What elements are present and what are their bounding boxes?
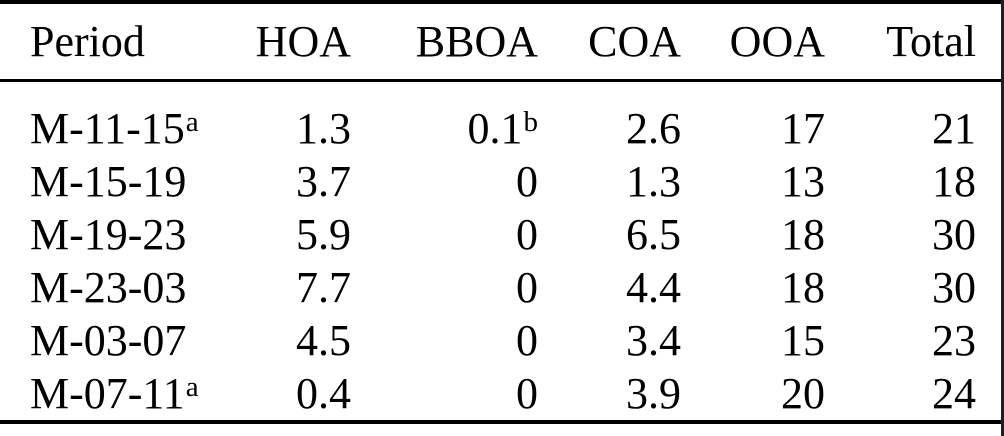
period-label: M-23-03 bbox=[30, 263, 187, 312]
column-header-bboa: BBOA bbox=[415, 17, 538, 66]
bboa-cell: 0.1b bbox=[351, 102, 538, 155]
footnote-marker: b bbox=[523, 105, 538, 138]
table-row: M-23-03 7.7 0 4.4 18 30 bbox=[30, 261, 976, 314]
period-cell: M-19-23 bbox=[30, 208, 245, 261]
bboa-cell: 0 bbox=[351, 155, 538, 208]
table-bottom-rule bbox=[0, 420, 1001, 424]
coa-cell: 1.3 bbox=[626, 157, 681, 206]
hoa-cell: 4.5 bbox=[296, 316, 351, 365]
bboa-value: 0 bbox=[516, 316, 538, 365]
hoa-cell: 7.7 bbox=[296, 263, 351, 312]
table-header-rule bbox=[0, 79, 1001, 82]
period-cell: M-11-15a bbox=[30, 102, 245, 155]
bboa-value: 0.1 bbox=[467, 104, 523, 153]
ooa-cell: 13 bbox=[781, 157, 825, 206]
table-header-row: Period HOA BBOA COA OOA Total bbox=[30, 4, 976, 79]
hoa-cell: 0.4 bbox=[296, 369, 351, 418]
total-cell: 21 bbox=[932, 104, 976, 153]
table-row: M-07-11a 0.4 0 3.9 20 24 bbox=[30, 367, 976, 420]
column-header-period: Period bbox=[30, 17, 145, 66]
period-label: M-11-15 bbox=[30, 104, 185, 153]
table-row: M-11-15a 1.3 0.1b 2.6 17 21 bbox=[30, 102, 976, 155]
ooa-cell: 18 bbox=[781, 210, 825, 259]
period-label: M-19-23 bbox=[30, 210, 187, 259]
table-row: M-19-23 5.9 0 6.5 18 30 bbox=[30, 208, 976, 261]
total-cell: 18 bbox=[932, 157, 976, 206]
bboa-cell: 0 bbox=[351, 261, 538, 314]
table-top-rule bbox=[0, 0, 1001, 4]
total-cell: 30 bbox=[932, 210, 976, 259]
column-header-ooa: OOA bbox=[729, 17, 825, 66]
table-body: M-11-15a 1.3 0.1b 2.6 17 21 M-15-19 3.7 … bbox=[0, 82, 1001, 420]
period-label: M-03-07 bbox=[30, 316, 187, 365]
coa-cell: 3.9 bbox=[626, 369, 681, 418]
total-cell: 30 bbox=[932, 263, 976, 312]
bboa-value: 0 bbox=[516, 263, 538, 312]
period-cell: M-15-19 bbox=[30, 155, 245, 208]
bboa-value: 0 bbox=[516, 157, 538, 206]
coa-cell: 2.6 bbox=[626, 104, 681, 153]
hoa-cell: 3.7 bbox=[296, 157, 351, 206]
total-cell: 24 bbox=[932, 369, 976, 418]
period-label: M-15-19 bbox=[30, 157, 187, 206]
bboa-value: 0 bbox=[516, 369, 538, 418]
bboa-cell: 0 bbox=[351, 314, 538, 367]
bboa-value: 0 bbox=[516, 210, 538, 259]
column-header-total: Total bbox=[886, 17, 976, 66]
table-row: M-15-19 3.7 0 1.3 13 18 bbox=[30, 155, 976, 208]
period-cell: M-23-03 bbox=[30, 261, 245, 314]
ooa-cell: 17 bbox=[781, 104, 825, 153]
bboa-cell: 0 bbox=[351, 367, 538, 420]
period-cell: M-07-11a bbox=[30, 367, 245, 420]
column-header-coa: COA bbox=[588, 17, 681, 66]
column-header-hoa: HOA bbox=[255, 17, 351, 66]
footnote-marker: a bbox=[185, 370, 199, 403]
coa-cell: 4.4 bbox=[626, 263, 681, 312]
coa-cell: 6.5 bbox=[626, 210, 681, 259]
ooa-cell: 18 bbox=[781, 263, 825, 312]
period-cell: M-03-07 bbox=[30, 314, 245, 367]
table-row: M-03-07 4.5 0 3.4 15 23 bbox=[30, 314, 976, 367]
hoa-cell: 1.3 bbox=[296, 104, 351, 153]
hoa-cell: 5.9 bbox=[296, 210, 351, 259]
ooa-cell: 20 bbox=[781, 369, 825, 418]
total-cell: 23 bbox=[932, 316, 976, 365]
period-label: M-07-11 bbox=[30, 369, 185, 418]
bboa-cell: 0 bbox=[351, 208, 538, 261]
coa-cell: 3.4 bbox=[626, 316, 681, 365]
footnote-marker: a bbox=[185, 105, 199, 138]
ooa-cell: 15 bbox=[781, 316, 825, 365]
